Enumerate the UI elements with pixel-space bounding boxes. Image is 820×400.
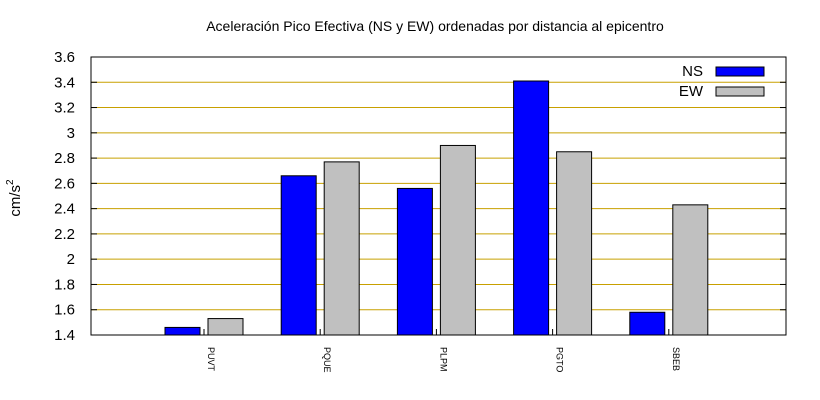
bars: [164, 80, 709, 336]
y-tick-label: 2: [67, 251, 75, 268]
x-tick-label: PQUE: [322, 347, 332, 373]
bar-ew-pque: [323, 161, 360, 336]
y-axis-label-exponent: 2: [5, 179, 16, 185]
bar-ns-plpm: [396, 187, 433, 336]
y-tick-label: 2.6: [54, 175, 75, 192]
x-tick-label: PUVT: [206, 347, 216, 372]
legend: NS EW: [679, 63, 765, 100]
x-tick-label: SBEB: [671, 347, 681, 371]
y-tick-label: 3.4: [54, 74, 75, 91]
bar-ns-pgto: [513, 80, 550, 336]
y-tick-label: 3.2: [54, 100, 75, 117]
legend-swatch-ns: [715, 66, 765, 77]
gridlines: [91, 81, 786, 311]
bar-ew-pgto: [556, 151, 593, 336]
x-tick-label: PGTO: [555, 347, 565, 372]
y-tick-label: 2.4: [54, 201, 75, 218]
y-tick-label: 2.8: [54, 150, 75, 167]
legend-swatch-ew: [715, 86, 765, 97]
bar-ns-pque: [280, 175, 317, 336]
y-axis-label: cm/s2: [5, 179, 24, 217]
y-tick-label: 1.6: [54, 302, 75, 319]
plot-frame: [90, 56, 787, 336]
y-axis-ticks: 1.4 1.6 1.8 2 2.2 2.4 2.6 2.8 3 3.2 3.4 3.6: [54, 49, 786, 344]
legend-label-ew: EW: [679, 83, 704, 100]
y-tick-label: 3.6: [54, 49, 75, 66]
bar-ns-sbeb: [629, 311, 666, 336]
x-axis-ticks: PUVT PQUE PLPM PGTO SBEB: [203, 329, 681, 373]
bar-ew-sbeb: [672, 204, 709, 336]
y-axis-label-unit: cm/s: [7, 185, 24, 217]
bar-ew-plpm: [439, 144, 476, 336]
chart-title: Aceleración Pico Efectiva (NS y EW) orde…: [206, 18, 664, 34]
y-tick-label: 3: [67, 125, 75, 142]
legend-label-ns: NS: [682, 63, 703, 80]
x-tick-label: PLPM: [438, 347, 448, 372]
y-tick-label: 1.8: [54, 276, 75, 293]
bar-ew-puvt: [207, 318, 244, 336]
y-tick-label: 1.4: [54, 327, 75, 344]
y-tick-label: 2.2: [54, 226, 75, 243]
bar-ns-puvt: [164, 326, 201, 336]
